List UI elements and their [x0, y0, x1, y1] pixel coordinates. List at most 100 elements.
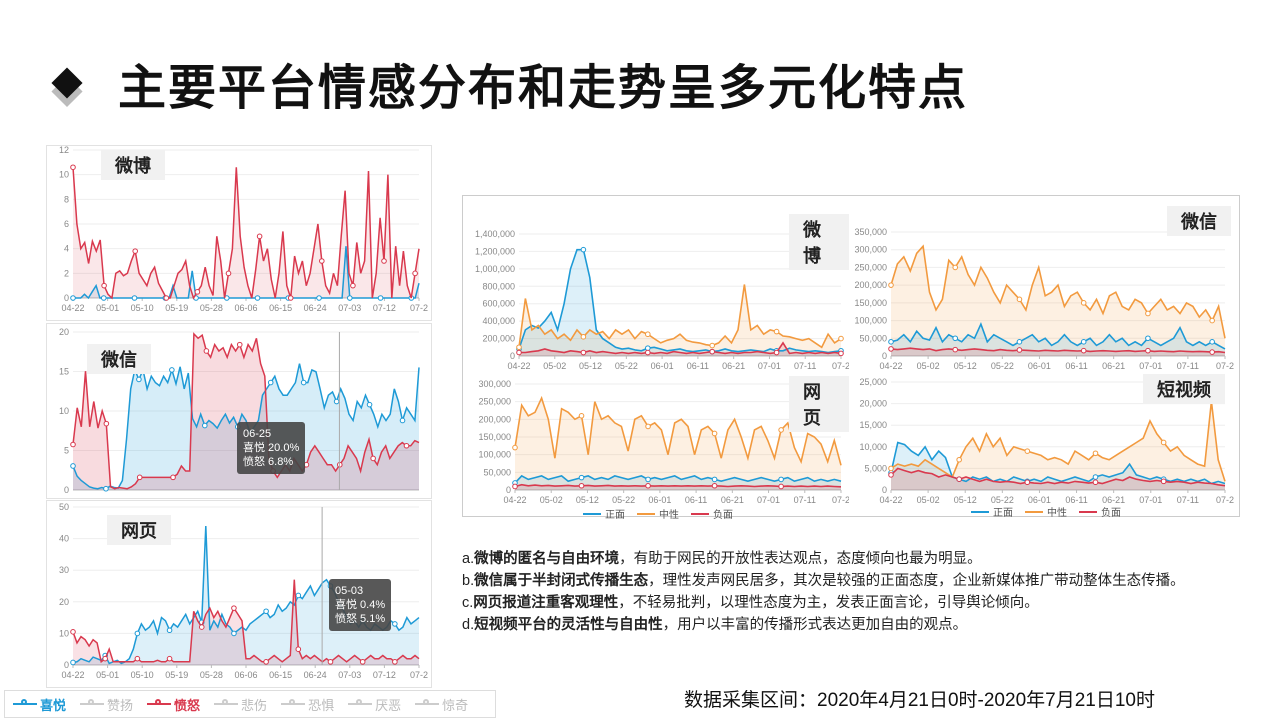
series-area-中性	[891, 246, 1225, 356]
note-line: c.网页报道注重客观理性，不轻易批判，以理性态度为主，发表正面言论，引导舆论倾向…	[462, 592, 1262, 614]
web-chart-label: 网页	[107, 515, 171, 545]
y-tick-label: 10	[59, 628, 69, 638]
x-tick-label: 04-22	[503, 495, 526, 504]
legend-item-6[interactable]: 惊奇	[415, 695, 468, 714]
data-point	[412, 270, 418, 277]
x-tick-label: 07-2	[1216, 495, 1234, 504]
data-point	[580, 246, 587, 253]
y-tick-label: 20	[59, 327, 69, 337]
data-point	[1145, 335, 1151, 342]
y-tick-label: 50,000	[859, 333, 887, 343]
data-point	[198, 624, 205, 630]
x-tick-label: 06-06	[234, 670, 257, 680]
x-tick-label: 06-11	[687, 361, 709, 371]
legend-item-5[interactable]: 厌恶	[348, 695, 401, 714]
sentiment-legend-item[interactable]: 正面	[583, 506, 625, 521]
series-line-负面	[514, 483, 842, 488]
note-text: ，用户以丰富的传播形式表达更加自由的观点。	[662, 617, 968, 633]
data-point	[773, 328, 780, 335]
legend-label: 负面	[713, 510, 733, 521]
data-point	[711, 476, 718, 483]
legend-label: 中性	[659, 510, 679, 521]
x-tick-label: 06-21	[722, 361, 745, 371]
legend-label: 负面	[1101, 508, 1121, 519]
web-sentiment-chart-svg: 0 50,000 100,000 150,000 200,000 250,000 300,0…	[478, 379, 849, 504]
legend-item-1[interactable]: 赞扬	[80, 695, 133, 714]
tooltip-line-anger: 愤怒 6.8%	[243, 456, 294, 468]
legend-item-4[interactable]: 恐惧	[281, 695, 334, 714]
note-line: d.短视频平台的灵活性与自由性，用户以丰富的传播形式表达更加自由的观点。	[462, 614, 1262, 636]
data-point	[578, 474, 585, 481]
right-chart-weibo: 0 200,000 400,000 600,000 800,000 1,000,000 1,…	[463, 204, 849, 374]
series-line-正面	[890, 441, 1226, 485]
data-point	[1145, 347, 1151, 354]
legend-item-3[interactable]: 悲伤	[214, 695, 267, 714]
weixin-chart-label: 微信	[87, 344, 151, 374]
data-point	[70, 463, 76, 469]
sentiment-legend-left: 正面 中性 负面	[583, 506, 745, 521]
x-tick-label: 05-12	[579, 361, 602, 371]
data-point	[709, 348, 715, 355]
legend-label: 恐惧	[308, 697, 335, 713]
y-tick-label: 300,000	[478, 379, 511, 389]
x-tick-label: 07-01	[758, 361, 781, 371]
series-line-中性	[514, 395, 842, 466]
left-chart-weixin: 0 5 10 15 20 微信 06-25 喜悦 20.0% 愤怒 6.8%	[46, 323, 432, 499]
data-point	[403, 442, 410, 449]
legend-item-0[interactable]: 喜悦	[13, 695, 66, 714]
legend-line-marker-icon	[281, 699, 306, 705]
data-point	[370, 455, 376, 462]
y-tick-label: 20,000	[859, 399, 887, 409]
x-tick-label: 07-2	[1216, 361, 1234, 371]
data-point	[70, 629, 76, 635]
y-tick-label: 20	[59, 597, 69, 607]
sentiment-legend-item[interactable]: 正面	[971, 504, 1013, 519]
web-tooltip: 05-03 喜悦 0.4% 愤怒 5.1%	[329, 579, 392, 631]
x-tick-label: 05-10	[131, 303, 154, 313]
data-point	[516, 349, 522, 356]
series-area-愤怒	[73, 167, 419, 298]
sentiment-legend-item[interactable]: 中性	[1025, 504, 1067, 519]
x-tick-label: 05-28	[200, 303, 223, 313]
data-point	[256, 233, 263, 240]
y-tick-label: 200,000	[478, 414, 511, 424]
data-point	[952, 264, 959, 271]
data-point	[1016, 296, 1023, 303]
data-point	[645, 482, 651, 489]
tooltip-date: 06-25	[243, 428, 272, 440]
x-tick-label: 05-02	[917, 361, 940, 371]
y-tick-label: 600,000	[482, 299, 515, 309]
legend-label: 愤怒	[174, 697, 201, 713]
data-point	[170, 474, 176, 481]
sentiment-legend-item[interactable]: 负面	[1079, 504, 1121, 519]
note-prefix: d.	[462, 617, 475, 633]
legend-label: 正面	[993, 508, 1013, 519]
data-point	[350, 282, 356, 289]
series-area-中性	[515, 398, 841, 490]
data-point	[366, 401, 373, 408]
tooltip-line-anger: 愤怒 5.1%	[335, 613, 386, 625]
sentiment-legend-item[interactable]: 负面	[691, 506, 733, 521]
data-point	[952, 346, 959, 353]
data-point	[136, 474, 143, 481]
data-point	[512, 444, 518, 451]
note-prefix: b.	[462, 573, 475, 589]
web-sentiment-label: 网页	[789, 376, 849, 432]
data-point	[1160, 439, 1167, 446]
series-line-负面	[890, 467, 1226, 487]
legend-item-2[interactable]: 愤怒	[147, 695, 200, 714]
data-point	[169, 367, 175, 373]
data-point	[773, 349, 780, 356]
y-tick-label: 800,000	[482, 281, 515, 291]
y-tick-label: 0	[64, 660, 69, 670]
y-tick-label: 350,000	[854, 227, 887, 237]
data-point	[263, 659, 269, 665]
x-tick-label: 07-2	[410, 303, 428, 313]
y-tick-label: 0	[506, 485, 511, 495]
data-point	[838, 335, 844, 342]
series-line-中性	[518, 284, 842, 349]
data-point	[711, 482, 718, 489]
note-text: ，有助于网民的开放性表达观点，态度倾向也最为明显。	[619, 551, 982, 567]
sentiment-legend-item[interactable]: 中性	[637, 506, 679, 521]
right-chart-shortvideo: 0 5,000 10,000 15,000 20,000 25,000 04-22 05-02…	[849, 374, 1239, 504]
